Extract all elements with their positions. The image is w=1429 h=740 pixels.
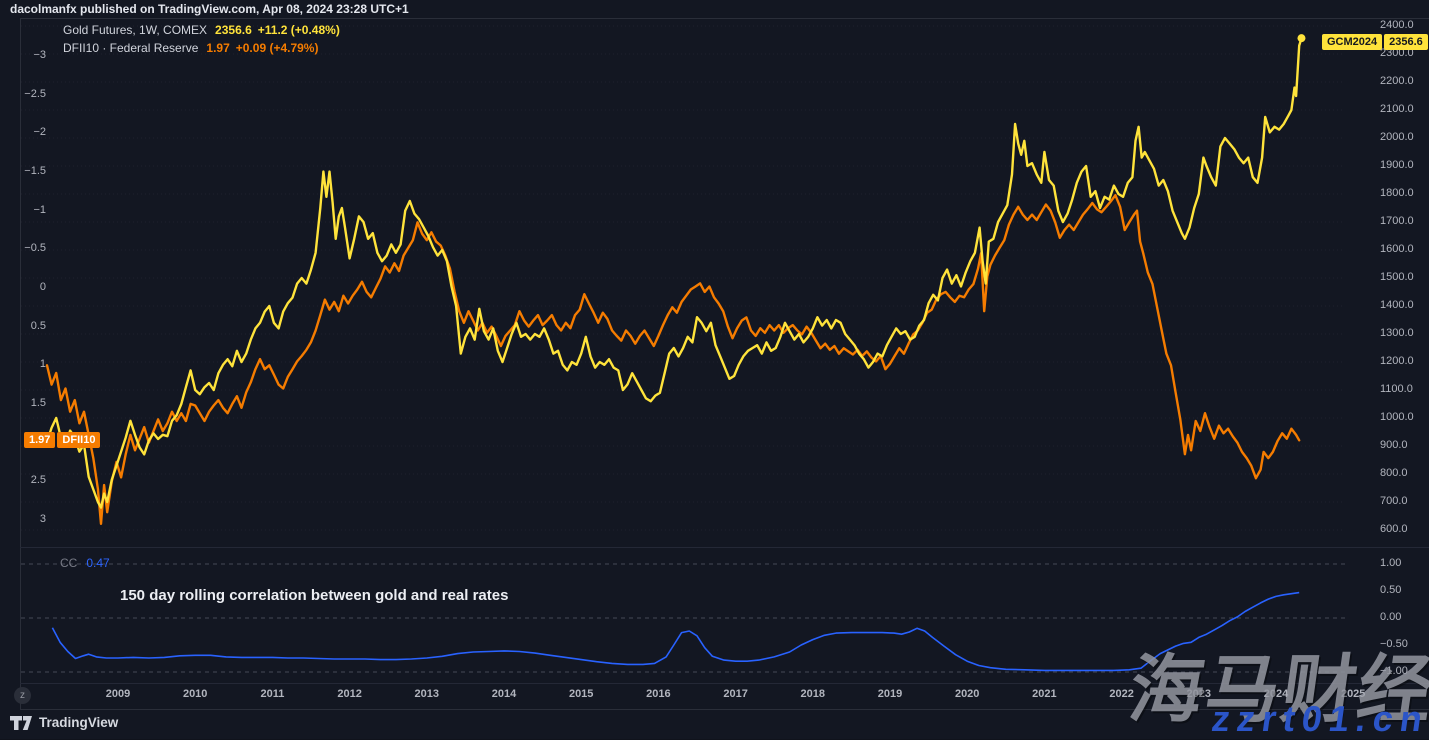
time-axis-label: 2018 — [800, 688, 826, 700]
right-axis-label: 700.0 — [1380, 495, 1408, 507]
left-axis-label: 0.5 — [30, 319, 46, 332]
left-axis-label: −3 — [33, 49, 46, 62]
right-axis-label: 600.0 — [1380, 523, 1408, 535]
right-axis-label: 2300.0 — [1380, 47, 1414, 59]
time-axis-label: 2013 — [414, 688, 440, 700]
left-axis-label: 1.5 — [30, 396, 46, 409]
attribution-bar: dacolmanfx published on TradingView.com,… — [10, 2, 409, 16]
annotation-text: 150 day rolling correlation between gold… — [120, 587, 509, 604]
cc-indicator-legend[interactable]: CC 0.47 — [60, 556, 110, 570]
time-axis-label: 2016 — [646, 688, 671, 700]
time-axis-label: 2023 — [1186, 688, 1212, 700]
left-axis-label: −1.5 — [24, 165, 46, 178]
cc-indicator-name: CC — [60, 556, 78, 570]
right-axis-label: 1400.0 — [1380, 299, 1414, 311]
left-axis-label: 0 — [39, 281, 46, 293]
timezone-badge[interactable]: z — [14, 687, 31, 704]
right-axis-label: 1200.0 — [1380, 355, 1414, 367]
right-axis-label: 2000.0 — [1380, 131, 1414, 143]
dfii10-line-series — [45, 193, 1301, 525]
right-axis-label: 1100.0 — [1380, 383, 1413, 395]
gold-price-value: 2356.6 — [1384, 34, 1428, 50]
right-axis-label: 1700.0 — [1380, 215, 1414, 227]
time-axis-label: 2009 — [105, 688, 131, 700]
dfii10-ticker: DFII10 — [57, 432, 101, 448]
tradingview-mark-icon — [10, 715, 32, 730]
legend-row-dfii[interactable]: DFII10 · Federal Reserve 1.97 +0.09 (+4.79… — [63, 39, 340, 57]
gold-line-series — [45, 37, 1303, 509]
correlation-line-series — [51, 591, 1300, 672]
gold-last-point-marker — [1297, 34, 1306, 43]
gold-last-price: 2356.6 — [215, 23, 252, 37]
time-axis-label: 2014 — [491, 688, 517, 700]
right-axis-label: 1900.0 — [1380, 159, 1414, 171]
time-axis-label: 2012 — [337, 688, 362, 700]
right-axis-label: 1800.0 — [1380, 187, 1414, 199]
left-axis-label: 1 — [39, 358, 46, 371]
cc-axis-label: −1.00 — [1380, 665, 1408, 677]
dfii10-price-label: 1.97 DFII10 — [24, 432, 101, 448]
time-axis-label: 2011 — [260, 688, 285, 700]
gold-ticker: GCM2024 — [1322, 34, 1383, 50]
cc-axis-label: 1.00 — [1380, 557, 1402, 569]
right-axis-label: 800.0 — [1380, 467, 1408, 479]
main-pane-gridlines — [21, 25, 1343, 531]
pane-separator[interactable] — [20, 547, 1429, 548]
dfii10-price-value: 1.97 — [24, 432, 56, 448]
left-axis-label: −2.5 — [24, 87, 46, 100]
right-axis-label: 900.0 — [1380, 439, 1408, 451]
time-axis-label: 2019 — [877, 688, 903, 700]
left-axis-label: −0.5 — [24, 242, 46, 255]
dfii-change: +0.09 (+4.79%) — [235, 41, 319, 55]
time-axis-label: 2020 — [954, 688, 980, 700]
cc-axis-label: 0.00 — [1380, 611, 1402, 623]
right-axis-label: 2400.0 — [1380, 19, 1414, 31]
cc-axis-label: −0.50 — [1380, 638, 1408, 650]
gold-price-label: GCM2024 2356.6 — [1322, 34, 1428, 50]
dfii-series-title: DFII10 · Federal Reserve — [63, 41, 199, 55]
right-axis-label: 2200.0 — [1380, 75, 1414, 87]
time-axis-label: 2022 — [1109, 688, 1134, 700]
right-axis-label: 1600.0 — [1380, 243, 1414, 255]
legend-row-gold[interactable]: Gold Futures, 1W, COMEX 2356.6 +11.2 (+0.4… — [63, 21, 340, 39]
left-axis-label: 2.5 — [30, 474, 46, 487]
right-axis-label: 1500.0 — [1380, 271, 1414, 283]
legend: Gold Futures, 1W, COMEX 2356.6 +11.2 (+0.4… — [63, 21, 340, 57]
cc-indicator-value: 0.47 — [86, 556, 110, 570]
time-axis-label: 2010 — [182, 688, 208, 700]
gold-series-title: Gold Futures, 1W, COMEX — [63, 23, 208, 37]
time-axis-label: 2015 — [568, 688, 594, 700]
time-axis-label: 2025 — [1340, 688, 1366, 700]
right-axis-label: 1300.0 — [1380, 327, 1414, 339]
tradingview-logo-text: TradingView — [39, 715, 119, 730]
time-axis-border — [20, 683, 1429, 684]
left-axis-label: −2 — [33, 126, 46, 139]
right-axis-label: 1000.0 — [1380, 411, 1414, 423]
dfii-last-value: 1.97 — [206, 41, 230, 55]
right-axis-label: 2100.0 — [1380, 103, 1414, 115]
cc-axis-label: 0.50 — [1380, 584, 1402, 596]
gold-change: +11.2 (+0.48%) — [257, 23, 340, 37]
left-axis-label: 3 — [39, 512, 46, 525]
watermark-url: zzrt01.cn — [1209, 698, 1429, 739]
time-axis-label: 2017 — [723, 688, 748, 700]
time-axis-label: 2021 — [1032, 688, 1057, 700]
tradingview-logo[interactable]: TradingView — [10, 715, 118, 730]
left-axis-label: −1 — [33, 203, 46, 216]
time-axis-label: 2024 — [1263, 688, 1289, 700]
